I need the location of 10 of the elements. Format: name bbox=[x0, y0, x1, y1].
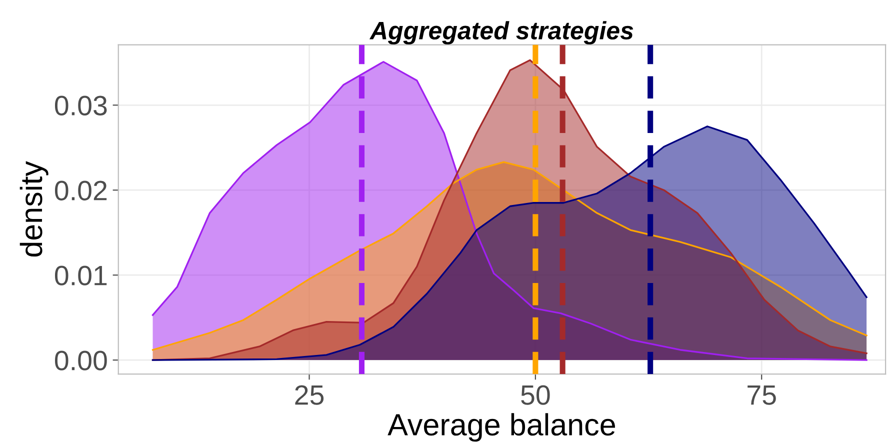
x-axis-title: Average balance bbox=[388, 413, 616, 442]
y-tick-label: 0.03 bbox=[54, 96, 107, 116]
chart-title: Aggregated strategies bbox=[369, 21, 634, 44]
y-tick-label: 0.01 bbox=[54, 266, 107, 286]
x-tick-label: 25 bbox=[295, 385, 324, 405]
y-tick-label: 0.00 bbox=[54, 350, 107, 370]
y-axis-title: density bbox=[20, 161, 48, 257]
y-tick-label: 0.02 bbox=[54, 180, 107, 200]
x-tick-label: 75 bbox=[748, 386, 776, 405]
x-tick-label: 50 bbox=[521, 385, 550, 405]
